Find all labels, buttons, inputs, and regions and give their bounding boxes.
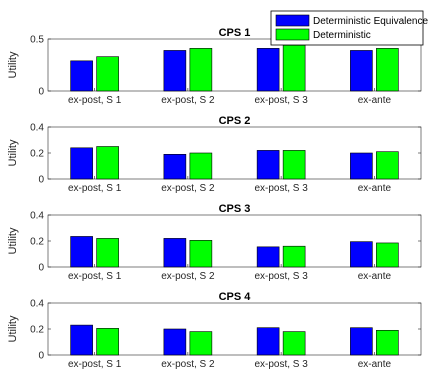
x-tick-label: ex-post, S 1 [68,271,122,282]
x-tick-label: ex-post, S 2 [161,359,215,370]
y-tick-label: 0.4 [30,123,44,134]
legend-label-deterministic: Deterministic [313,30,371,41]
y-tick-label: 0 [38,175,44,186]
x-tick-label: ex-post, S 3 [254,359,308,370]
x-tick-label: ex-post, S 2 [161,95,215,106]
x-tick-label: ex-post, S 1 [68,183,122,194]
x-tick-label: ex-post, S 3 [254,183,308,194]
bar-deterministic-equivalence [70,324,93,356]
chart-panel-1: CPS 1 Utility 0 0.5 ex-post, S 1 ex-post, S 2… [7,27,422,106]
legend-swatch-deterministic-equivalence [275,14,310,27]
bar-deterministic [189,331,213,356]
y-tick-label: 0 [38,87,44,98]
x-tick-label: ex-post, S 3 [254,95,308,106]
bar-deterministic [376,329,399,356]
x-tick-label: ex-post, S 3 [254,271,308,282]
bar-deterministic-equivalence [256,48,280,92]
x-tick-label: ex-post, S 2 [161,271,215,282]
bar-deterministic [96,56,119,92]
bar-deterministic [282,245,306,268]
x-tick-label: ex-ante [358,95,392,106]
legend: Deterministic Equivalence Deterministic [270,10,428,46]
bar-deterministic-equivalence [350,327,373,356]
y-tick-label: 0 [38,263,44,274]
bar-deterministic [96,146,119,180]
bar-deterministic-equivalence [70,236,93,268]
bar-deterministic [189,48,213,92]
chart-panel-4: CPS 4 Utility 0 0.2 0.4 ex-post, S 1 ex-post, … [7,291,422,370]
bar-deterministic-equivalence [350,241,373,268]
y-tick-label: 0.4 [30,211,44,222]
y-tick-label: 0.5 [30,35,44,46]
y-tick-label: 0.2 [30,237,44,248]
bar-deterministic-equivalence [163,238,187,268]
bar-deterministic [189,152,213,180]
bar-deterministic-equivalence [70,147,93,180]
bar-deterministic [282,44,306,92]
chart-panel-2: CPS 2 Utility 0 0.2 0.4 ex-post, S 1 ex-post, … [7,115,422,194]
bar-deterministic [96,238,119,268]
legend-swatch-deterministic [275,28,310,41]
bar-deterministic-equivalence [350,152,373,180]
y-tick-label: 0 [38,351,44,362]
y-tick-label: 0.4 [30,299,44,310]
chart-panels: CPS 1 Utility 0 0.5 ex-post, S 1 ex-post, S 2… [7,27,422,370]
y-axis-label: Utility [7,315,19,342]
x-tick-label: ex-ante [358,359,392,370]
bar-deterministic-equivalence [256,327,280,356]
y-axis-label: Utility [7,139,19,166]
bar-deterministic-equivalence [70,60,93,92]
bar-deterministic [282,150,306,180]
y-axis-label: Utility [7,227,19,254]
bar-deterministic-equivalence [163,154,187,180]
x-tick-label: ex-post, S 2 [161,183,215,194]
x-tick-label: ex-ante [358,183,392,194]
bar-deterministic [282,331,306,356]
bar-deterministic [376,48,399,92]
y-tick-label: 0.2 [30,149,44,160]
bar-deterministic-equivalence [163,328,187,356]
panel-title: CPS 1 [219,27,251,39]
y-tick-label: 0.2 [30,325,44,336]
panel-title: CPS 3 [219,203,251,215]
bar-deterministic-equivalence [350,50,373,92]
legend-label-deterministic-equivalence: Deterministic Equivalence [313,16,428,27]
bar-deterministic [376,242,399,268]
x-tick-label: ex-ante [358,271,392,282]
bar-deterministic-equivalence [256,150,280,180]
x-tick-label: ex-post, S 1 [68,95,122,106]
bar-deterministic-equivalence [256,246,280,268]
chart-panel-3: CPS 3 Utility 0 0.2 0.4 ex-post, S 1 ex-post, … [7,203,422,282]
x-tick-label: ex-post, S 1 [68,359,122,370]
bar-deterministic-equivalence [163,50,187,92]
panel-title: CPS 2 [219,115,251,127]
bar-deterministic [376,151,399,180]
bar-deterministic [96,328,119,356]
y-axis-label: Utility [7,51,19,78]
panel-title: CPS 4 [219,291,252,303]
bar-deterministic [189,240,213,268]
